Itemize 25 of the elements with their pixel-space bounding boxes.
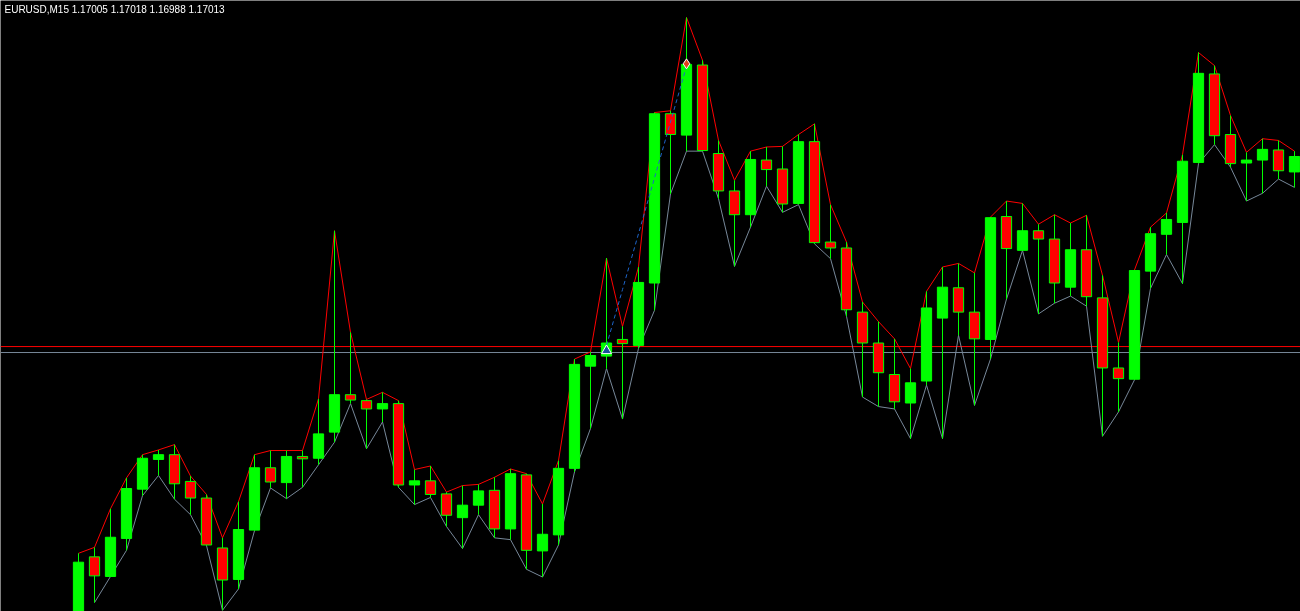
chart-title: EURUSD,M15 1.17005 1.17018 1.16988 1.17013 — [4, 3, 226, 15]
candlestick — [1288, 150, 1300, 188]
candlestick — [424, 465, 437, 498]
candlestick — [184, 475, 197, 516]
candlestick — [584, 351, 597, 430]
candlestick — [1240, 151, 1253, 202]
candlestick — [360, 398, 373, 450]
candlestick — [1256, 138, 1269, 194]
candlestick — [440, 491, 453, 528]
candlestick — [1016, 202, 1029, 251]
candlestick — [904, 368, 917, 440]
candlestick — [152, 449, 165, 476]
candlestick — [760, 146, 773, 187]
candlestick — [472, 483, 485, 516]
candlestick — [1160, 212, 1173, 256]
candlestick — [536, 503, 549, 578]
candlestick — [1032, 223, 1045, 315]
candlestick — [1272, 139, 1285, 180]
candlestick — [376, 391, 389, 423]
candlestick — [664, 110, 677, 195]
candlestick — [824, 204, 837, 260]
candlestick — [456, 485, 469, 550]
candlestick — [408, 469, 421, 506]
candlestick — [728, 179, 741, 267]
candlestick — [264, 450, 277, 489]
